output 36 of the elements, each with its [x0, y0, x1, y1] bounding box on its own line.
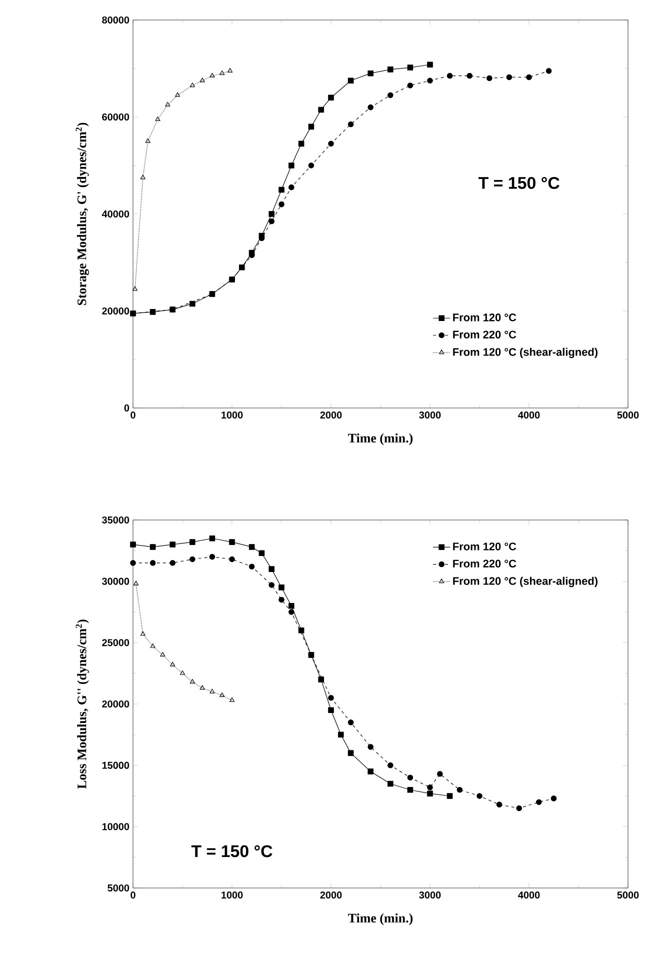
- x-tick-label: 0: [130, 412, 136, 419]
- legend-label: From 120 °C (shear-aligned): [453, 576, 598, 588]
- x-tick-label: 0: [130, 892, 136, 899]
- annotation: T = 150 °C: [478, 176, 560, 189]
- y-axis-title: Storage Modulus, G' (dynes/cm$^{2}$): [76, 122, 89, 306]
- legend-label: From 120 °C: [453, 542, 516, 550]
- x-tick-label: 4000: [518, 412, 540, 419]
- x-tick-label: 2000: [320, 892, 342, 899]
- y-tick-label: 25000: [102, 639, 130, 646]
- x-tick-label: 1000: [222, 412, 243, 419]
- x-tick-label: 5000: [617, 892, 639, 899]
- x-axis-title: Time (min.): [348, 913, 413, 926]
- y-tick-label: 30000: [102, 578, 130, 585]
- y-tick-label: 20000: [102, 307, 130, 315]
- y-tick-label: 40000: [102, 210, 130, 218]
- x-tick-label: 3000: [419, 412, 441, 419]
- legend-label: From 220 °C: [453, 330, 516, 338]
- y-axis-title: Loss Modulus, G'' (dynes/cm$^{2}$): [76, 620, 89, 789]
- x-tick-label: 2000: [320, 412, 342, 419]
- x-tick-label: 1000: [222, 892, 243, 899]
- x-axis-title: Time (min.): [348, 433, 413, 446]
- x-tick-label: 5000: [617, 412, 639, 419]
- y-tick-label: 10000: [102, 823, 130, 830]
- y-tick-label: 5000: [108, 884, 130, 892]
- annotation: T = 150 °C: [191, 845, 272, 858]
- y-tick-label: 80000: [102, 16, 130, 24]
- legend-label: From 120 °C: [453, 314, 516, 322]
- x-tick-label: 3000: [419, 892, 441, 899]
- y-tick-label: 20000: [102, 700, 130, 708]
- legend-label: From 120 °C (shear-aligned): [453, 348, 598, 358]
- y-tick-label: 15000: [102, 762, 130, 769]
- y-tick-label: 35000: [102, 516, 130, 524]
- x-tick-label: 4000: [518, 892, 540, 899]
- y-tick-label: 0: [124, 404, 130, 412]
- legend-label: From 220 °C: [453, 560, 516, 568]
- y-tick-label: 60000: [102, 113, 130, 121]
